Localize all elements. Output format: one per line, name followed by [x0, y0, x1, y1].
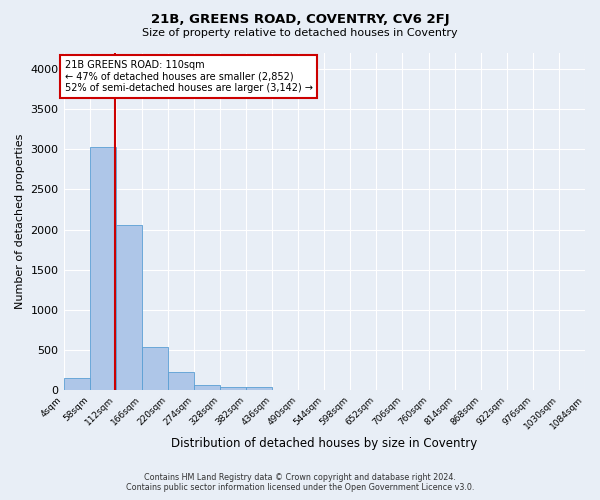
- Bar: [142, 346, 168, 391]
- Bar: [246, 387, 272, 390]
- Bar: [116, 226, 142, 390]
- Bar: [220, 387, 246, 390]
- X-axis label: Distribution of detached houses by size in Coventry: Distribution of detached houses by size …: [171, 437, 478, 450]
- Bar: [194, 385, 220, 390]
- Text: Contains HM Land Registry data © Crown copyright and database right 2024.
Contai: Contains HM Land Registry data © Crown c…: [126, 473, 474, 492]
- Bar: [168, 372, 194, 390]
- Text: 21B, GREENS ROAD, COVENTRY, CV6 2FJ: 21B, GREENS ROAD, COVENTRY, CV6 2FJ: [151, 12, 449, 26]
- Bar: [64, 378, 89, 390]
- Text: 21B GREENS ROAD: 110sqm
← 47% of detached houses are smaller (2,852)
52% of semi: 21B GREENS ROAD: 110sqm ← 47% of detache…: [65, 60, 313, 93]
- Text: Size of property relative to detached houses in Coventry: Size of property relative to detached ho…: [142, 28, 458, 38]
- Y-axis label: Number of detached properties: Number of detached properties: [15, 134, 25, 309]
- Bar: [89, 148, 116, 390]
